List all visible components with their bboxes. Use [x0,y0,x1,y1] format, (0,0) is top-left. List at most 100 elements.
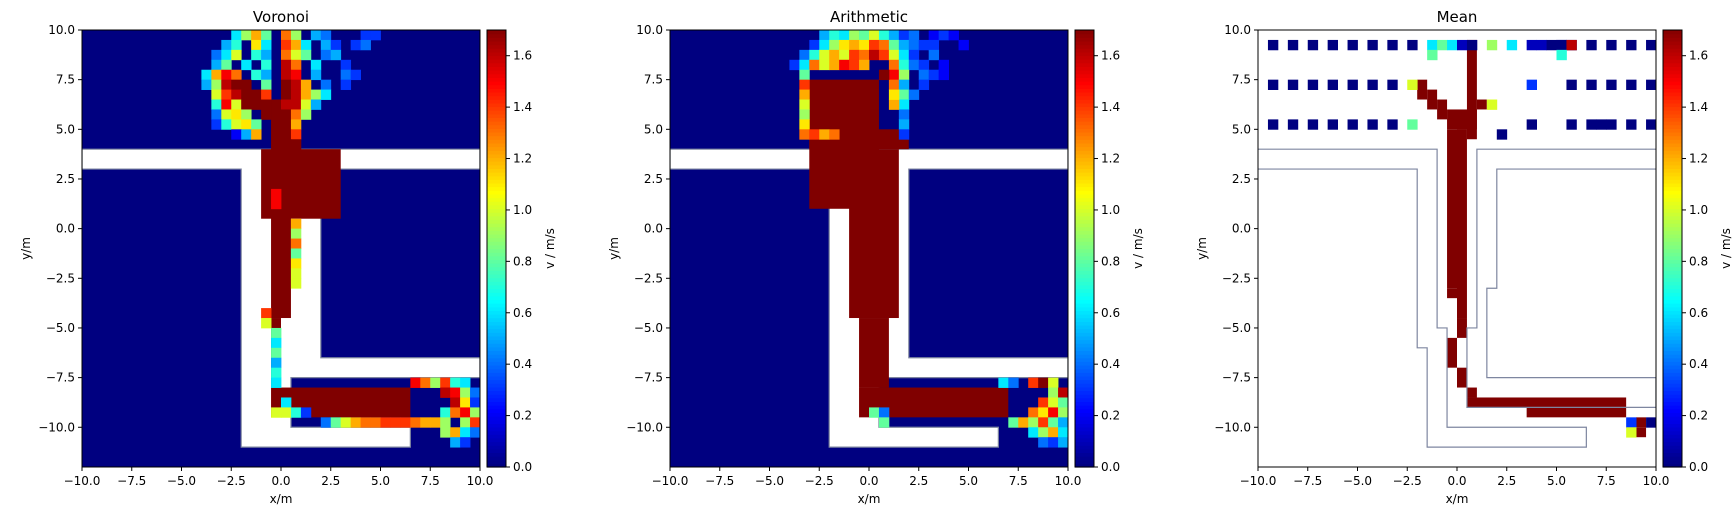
colorbar-segment [1075,161,1094,166]
colorbar-segment [1075,361,1094,366]
colorbar-segment [1663,110,1682,115]
heatmap-cell [898,119,910,130]
colorbar-segment [1075,241,1094,246]
heatmap-cell [1267,119,1279,130]
colorbar-segment [1075,459,1094,464]
heatmap-cell [450,377,461,388]
colorbar-segment [1075,259,1094,264]
colorbar-frame [1074,29,1095,468]
heatmap-cell [1048,407,1059,418]
colorbar-segment [1663,456,1682,461]
colorbar-segment [1663,175,1682,180]
x-tick-label: 5.0 [959,474,978,488]
heatmap-cell [231,109,242,120]
colorbar-segment [487,237,506,242]
heatmap-cell [300,79,312,90]
colorbar-segment [1075,354,1094,359]
heatmap-cell [440,377,451,388]
heatmap-cell [221,39,232,51]
heatmap-cell [908,30,920,41]
heatmap-block [1466,387,1477,398]
heatmap-cell [261,59,272,71]
colorbar-segment [487,88,506,93]
x-tick-label: 10.0 [467,474,494,488]
heatmap-block [859,318,889,388]
colorbar-segment [1075,208,1094,213]
heatmap-cell [251,99,262,110]
heatmap-cell [440,407,451,418]
heatmap-cell [440,427,451,438]
colorbar-segment [487,383,506,388]
colorbar-segment [1075,182,1094,188]
colorbar-tick-label: 0.0 [1101,460,1120,474]
colorbar-segment [487,95,506,100]
heatmap-cell [290,109,302,120]
colorbar-segment [1663,150,1682,155]
heatmap-cell [1048,437,1059,448]
colorbar-frame [1662,29,1683,468]
heatmap-cell [898,30,910,41]
heatmap-cell [281,39,292,51]
heatmap-cell [281,397,292,408]
heatmap-cell [1048,377,1059,388]
heatmap-cell [888,69,900,81]
heatmap-cell [1546,39,1557,51]
colorbar-segment [1663,172,1682,177]
colorbar-segment [1075,248,1094,253]
colorbar-segment [1663,346,1682,352]
colorbar-segment [1663,386,1682,392]
heatmap-cell [261,318,272,329]
colorbar-segment [1663,416,1682,421]
heatmap-cell [281,79,292,90]
colorbar-segment [1075,73,1094,78]
colorbar-segment [487,135,506,140]
heatmap-cell [300,99,312,110]
colorbar-segment [487,44,506,49]
colorbar-segment [487,263,506,268]
colorbar-segment [487,172,506,177]
colorbar-segment [487,248,506,253]
colorbar-segment [1075,401,1094,406]
heatmap-cell [898,39,910,51]
colorbar-segment [1075,310,1094,315]
colorbar-segment [1663,314,1682,319]
heatmap-cell [290,218,302,230]
plot-area [82,30,480,467]
heatmap-cell [290,119,302,130]
colorbar-segment [1663,113,1682,118]
heatmap-cell [221,49,232,61]
colorbar-segment [1663,357,1682,362]
heatmap-cell [1626,39,1637,51]
colorbar-segment [1663,324,1682,330]
heatmap-cell [878,407,890,418]
heatmap-cell [340,69,352,81]
heatmap-cell [271,99,282,110]
heatmap-cell [340,79,352,90]
colorbar-segment [1663,423,1682,428]
colorbar-segment [487,394,506,399]
heatmap-cell [460,407,471,418]
colorbar-tick-label: 0.8 [1689,254,1708,268]
heatmap-cell [370,417,381,428]
colorbar-segment [487,273,506,279]
colorbar-segment [1075,270,1094,275]
colorbar-segment [487,193,506,199]
x-tick-label: 0.0 [1447,474,1466,488]
heatmap-cell [809,49,820,61]
x-tick-label: 10.0 [1055,474,1082,488]
colorbar-segment [487,310,506,315]
heatmap-cell [1038,377,1049,388]
colorbar-segment [487,361,506,366]
heatmap-cell [290,59,302,71]
colorbar-tick-label: 1.0 [1101,203,1120,217]
colorbar-segment [1663,190,1682,195]
heatmap-cell [300,407,312,418]
x-tick-label: 7.5 [1597,474,1616,488]
colorbar-segment [1663,408,1682,413]
heatmap-cell [261,99,272,110]
x-tick-label: 2.5 [909,474,928,488]
heatmap-cell [221,89,232,100]
heatmap-cell [290,69,302,81]
heatmap-cell [241,119,252,130]
colorbar-segment [1075,33,1094,38]
